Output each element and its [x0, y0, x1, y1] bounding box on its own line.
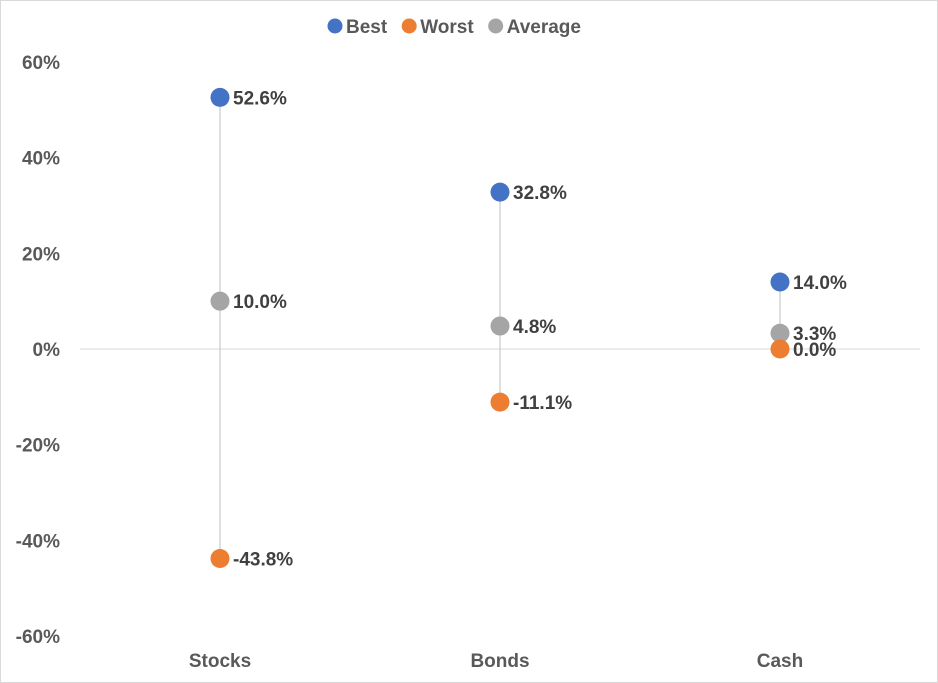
data-label-average: 4.8% [513, 317, 556, 338]
point-best [490, 182, 510, 202]
y-tick-label: 0% [33, 340, 61, 361]
legend-label-worst: Worst [420, 17, 474, 38]
data-label-worst: 0.0% [793, 340, 836, 361]
legend-marker-average [488, 18, 504, 34]
y-tick-label: -20% [16, 436, 60, 457]
x-axis: Stocks Bonds Cash [189, 651, 803, 672]
data-label-average: 3.3% [793, 324, 836, 345]
point-average [770, 323, 790, 343]
legend: Best Worst Average [327, 17, 581, 38]
point-worst [490, 392, 510, 412]
y-tick-label: 40% [22, 149, 60, 170]
data-label-best: 14.0% [793, 273, 847, 294]
point-worst [770, 339, 790, 359]
y-tick-label: -40% [16, 531, 60, 552]
x-category-label: Stocks [189, 651, 251, 672]
data-label-best: 32.8% [513, 183, 567, 204]
data-points [210, 87, 790, 569]
legend-label-best: Best [346, 17, 388, 38]
legend-marker-worst [401, 18, 417, 34]
data-labels: 52.6% -43.8% 10.0% 32.8% -11.1% 4.8% 14.0% 0.0%… [233, 88, 847, 570]
point-average [210, 291, 230, 311]
x-category-label: Cash [757, 651, 803, 672]
data-label-average: 10.0% [233, 292, 287, 313]
y-tick-label: 20% [22, 244, 60, 265]
legend-label-average: Average [507, 17, 581, 38]
y-tick-label: -60% [16, 627, 60, 648]
y-axis: 60% 40% 20% 0% -20% -40% -60% [16, 53, 60, 648]
legend-marker-best [327, 18, 343, 34]
point-best [770, 272, 790, 292]
point-average [490, 316, 510, 336]
point-worst [210, 549, 230, 569]
point-best [210, 87, 230, 107]
data-label-best: 52.6% [233, 88, 287, 109]
data-label-worst: -11.1% [513, 393, 572, 414]
x-category-label: Bonds [470, 651, 529, 672]
data-label-worst: -43.8% [233, 550, 293, 571]
y-tick-label: 60% [22, 53, 60, 74]
